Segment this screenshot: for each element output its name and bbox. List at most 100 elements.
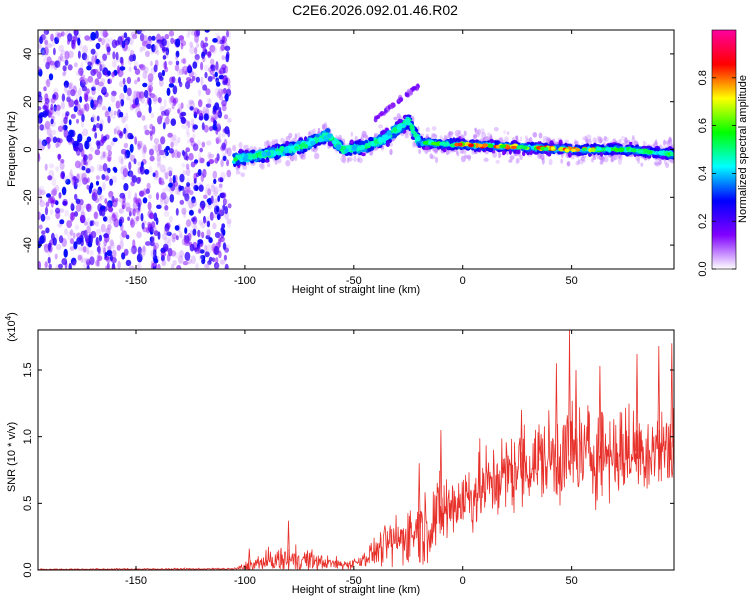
noise-blob: [218, 250, 222, 259]
noise-blob: [161, 47, 168, 52]
track-halo-blob: [540, 153, 545, 161]
noise-blob: [188, 259, 192, 265]
noise-blob: [68, 50, 74, 59]
track-blob: [367, 147, 372, 152]
noise-blob: [55, 207, 61, 214]
track-halo-blob: [506, 131, 510, 135]
track-halo-blob: [617, 157, 622, 165]
noise-blob: [193, 221, 197, 230]
noise-blob: [82, 153, 87, 163]
noise-blob: [74, 62, 78, 68]
track-halo-blob: [431, 126, 437, 131]
noise-blob: [151, 225, 157, 234]
noise-blob: [95, 58, 100, 65]
noise-blob: [136, 111, 142, 118]
noise-blob: [38, 124, 43, 130]
noise-blob: [165, 230, 171, 237]
noise-blob: [204, 30, 210, 33]
noise-blob: [198, 184, 204, 192]
noise-blob: [59, 219, 65, 225]
noise-blob: [139, 165, 143, 172]
noise-blob: [88, 141, 92, 149]
streak-blob: [383, 109, 388, 114]
track-mid-bead: [327, 133, 332, 139]
noise-blob: [96, 260, 100, 268]
noise-blob: [185, 81, 191, 90]
noise-blob: [147, 201, 152, 211]
noise-blob: [159, 164, 166, 173]
noise-blob: [50, 33, 54, 42]
noise-blob: [205, 183, 211, 190]
noise-blob: [106, 262, 110, 269]
noise-blob: [40, 189, 46, 196]
noise-blob: [196, 43, 199, 48]
noise-blob: [164, 33, 170, 40]
noise-blob: [63, 80, 70, 88]
noise-blob: [99, 155, 104, 160]
track-halo-blob: [261, 162, 264, 170]
noise-blob: [112, 137, 118, 143]
noise-blob: [163, 195, 169, 205]
noise-blob: [177, 67, 181, 76]
track-core-bead: [574, 148, 581, 152]
track-halo-blob: [432, 146, 438, 153]
track-halo-blob: [668, 136, 672, 143]
noise-blob: [207, 50, 212, 59]
noise-blob: [118, 132, 123, 139]
colorbar-label: Normalized spectral amplitude: [737, 75, 749, 223]
noise-blob: [201, 231, 205, 239]
noise-blob: [200, 76, 204, 86]
noise-blob: [182, 187, 186, 193]
noise-blob: [187, 64, 192, 71]
noise-blob: [86, 65, 92, 71]
noise-blob: [51, 177, 57, 187]
noise-blob: [159, 97, 163, 105]
noise-blob: [101, 105, 107, 111]
track-halo-blob: [232, 144, 237, 152]
noise-blob: [163, 200, 168, 206]
noise-blob: [78, 87, 82, 97]
noise-blob: [102, 245, 107, 250]
noise-blob: [172, 98, 177, 106]
noise-blob: [221, 132, 226, 138]
noise-blob: [90, 31, 97, 41]
snr-x-axis-label: Height of straight line (km): [292, 584, 420, 596]
noise-blob: [110, 113, 117, 120]
noise-blob: [149, 236, 155, 243]
noise-blob: [170, 37, 175, 44]
noise-blob: [170, 118, 177, 126]
track-halo-blob: [356, 158, 360, 163]
noise-blob: [55, 166, 60, 172]
noise-blob: [68, 99, 72, 109]
noise-blob: [80, 246, 85, 252]
noise-blob: [107, 115, 111, 124]
track-blob: [652, 154, 658, 158]
noise-blob: [146, 182, 151, 190]
noise-blob: [223, 114, 229, 120]
noise-blob: [178, 185, 185, 191]
noise-blob: [143, 89, 149, 99]
noise-blob: [100, 88, 106, 94]
noise-blob: [132, 90, 139, 100]
noise-blob: [139, 249, 146, 258]
noise-blob: [167, 247, 173, 257]
noise-blob: [48, 263, 52, 269]
noise-blob: [146, 43, 152, 50]
noise-blob: [38, 146, 45, 152]
track-halo-blob: [566, 161, 571, 167]
noise-blob: [95, 68, 100, 77]
noise-blob: [100, 208, 106, 217]
noise-blob: [141, 146, 147, 155]
noise-blob: [215, 137, 220, 145]
noise-blob: [94, 132, 98, 139]
snr-x-tick-label: -100: [234, 575, 256, 587]
track-mid-bead: [279, 145, 285, 152]
noise-blob: [201, 256, 206, 262]
noise-blob: [72, 232, 76, 239]
noise-blob: [84, 140, 90, 150]
noise-blob: [111, 249, 117, 259]
noise-blob: [128, 66, 132, 73]
noise-blob: [105, 265, 109, 269]
noise-blob: [86, 184, 90, 190]
noise-blob: [51, 129, 57, 136]
